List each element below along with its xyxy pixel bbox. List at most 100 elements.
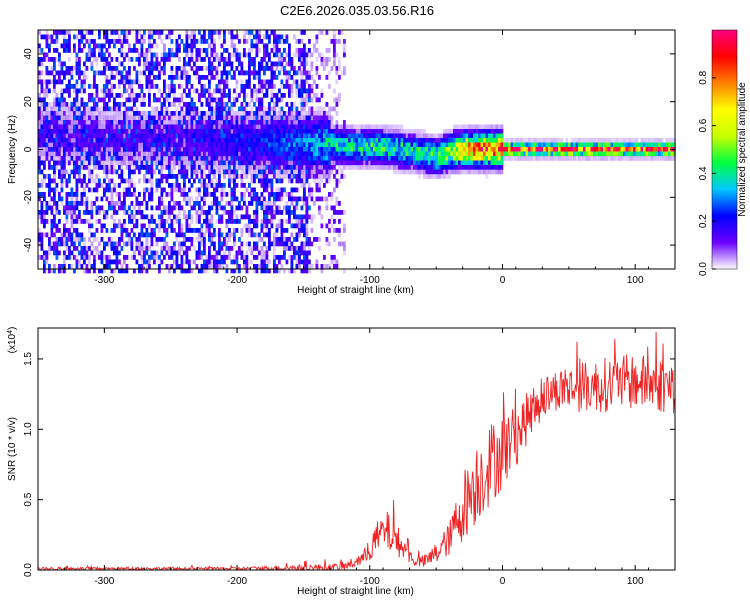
- spectrogram-cell: [123, 84, 126, 89]
- spectrogram-cell: [310, 124, 314, 130]
- spectrogram-cell: [130, 178, 134, 184]
- spectrogram-cell: [225, 111, 229, 116]
- spectrogram-cell: [225, 219, 229, 224]
- spectrogram-cell: [268, 124, 271, 130]
- spectrogram-cell: [333, 219, 336, 224]
- spectrogram-cell: [128, 156, 131, 161]
- spectrogram-cell: [128, 75, 131, 80]
- spectrogram-cell: [110, 241, 114, 247]
- spectrogram-cell: [160, 124, 164, 130]
- spectrogram-cell: [368, 142, 371, 148]
- spectrogram-cell: [268, 79, 271, 85]
- spectrogram-cell: [290, 192, 294, 197]
- spectrogram-cell: [225, 129, 229, 134]
- spectrogram-cell: [405, 129, 409, 134]
- spectrogram-cell: [140, 93, 144, 98]
- spectrogram-cell: [103, 165, 106, 170]
- spectrogram-cell: [348, 133, 351, 139]
- spectrogram-cell: [325, 48, 329, 53]
- spectrogram-cell: [185, 120, 189, 125]
- spectrogram-cell: [375, 129, 379, 134]
- spectrogram-cell: [463, 138, 466, 143]
- spectrogram-cell: [268, 156, 271, 161]
- spectrogram-cell: [178, 241, 181, 247]
- spectrogram-cell: [250, 178, 254, 184]
- spectrogram-cell: [243, 106, 246, 112]
- spectrogram-cell: [50, 228, 54, 233]
- spectrogram-cell: [268, 151, 271, 157]
- spectrogram-cell: [150, 151, 154, 157]
- spectrogram-cell: [333, 97, 336, 103]
- spectrogram-cell: [205, 210, 209, 215]
- spectrogram-cell: [280, 232, 284, 238]
- spectrogram-cell: [198, 156, 201, 161]
- spectrogram-cell: [138, 160, 141, 166]
- spectrogram-cell: [278, 34, 281, 40]
- spectrogram-cell: [45, 255, 49, 260]
- spectrogram-cell: [123, 205, 126, 211]
- spectrogram-cell: [280, 210, 284, 215]
- spectrogram-cell: [395, 133, 399, 139]
- spectrogram-cell: [373, 142, 376, 148]
- spectrogram-cell: [48, 142, 51, 148]
- spectrogram-cell: [305, 214, 309, 220]
- spectrogram-cell: [95, 129, 99, 134]
- spectrogram-cell: [270, 93, 274, 98]
- spectrogram-cell: [320, 178, 324, 184]
- spectrogram-cell: [73, 160, 76, 166]
- spectrogram-cell: [180, 84, 184, 89]
- spectrogram-cell: [280, 106, 284, 112]
- spectrogram-cell: [320, 106, 324, 112]
- spectrogram-cell: [250, 93, 254, 98]
- spectrogram-cell: [363, 133, 366, 139]
- spectrogram-cell: [258, 102, 261, 107]
- spectrogram-cell: [118, 237, 121, 242]
- spectrogram-cell: [115, 156, 119, 161]
- spectrogram-cell: [40, 79, 44, 85]
- spectrogram-cell: [90, 39, 94, 44]
- spectrogram-cell: [75, 120, 79, 125]
- spectrogram-cell: [468, 151, 471, 157]
- spectrogram-cell: [88, 106, 91, 112]
- spectrogram-cell: [80, 151, 84, 157]
- spectrogram-cell: [280, 111, 284, 116]
- spectrogram-cell: [260, 223, 264, 229]
- spectrogram-cell: [78, 241, 81, 247]
- spectrogram-cell: [210, 223, 214, 229]
- spectrogram-cell: [378, 151, 381, 157]
- spectrogram-cell: [345, 142, 349, 148]
- spectrogram-cell: [323, 111, 326, 116]
- spectrogram-cell: [253, 129, 256, 134]
- spectrogram-cell: [45, 39, 49, 44]
- spectrogram-cell: [280, 178, 284, 184]
- spectrogram-cell: [93, 124, 96, 130]
- spectrogram-cell: [288, 214, 291, 220]
- spectrogram-cell: [85, 52, 89, 58]
- spectrogram-cell: [65, 142, 69, 148]
- spectrogram-cell: [305, 52, 309, 58]
- spectrogram-cell: [265, 88, 269, 94]
- spectrogram-cell: [40, 205, 44, 211]
- spectrogram-cell: [135, 106, 139, 112]
- spectrogram-cell: [205, 66, 209, 71]
- spectrogram-cell: [480, 147, 484, 152]
- spectrogram-cell: [245, 264, 249, 269]
- spectrogram-cell: [158, 160, 161, 166]
- spectrogram-cell: [150, 183, 154, 188]
- spectrogram-cell: [93, 187, 96, 193]
- spectrogram-cell: [325, 151, 329, 157]
- spectrogram-cell: [188, 156, 191, 161]
- spectrogram-cell: [278, 97, 281, 103]
- spectrogram-cell: [190, 156, 194, 161]
- spectrogram-cell: [288, 48, 291, 53]
- spectrogram-cell: [130, 97, 134, 103]
- spectrogram-cell: [200, 183, 204, 188]
- spectrogram-cell: [208, 165, 211, 170]
- spectrogram-cell: [180, 70, 184, 76]
- spectrogram-cell: [68, 88, 71, 94]
- spectrogram-cell: [285, 120, 289, 125]
- spectrogram-cell: [455, 124, 459, 130]
- spectrogram-cell: [278, 268, 281, 274]
- spectrogram-cell: [265, 259, 269, 265]
- spectrogram-cell: [243, 133, 246, 139]
